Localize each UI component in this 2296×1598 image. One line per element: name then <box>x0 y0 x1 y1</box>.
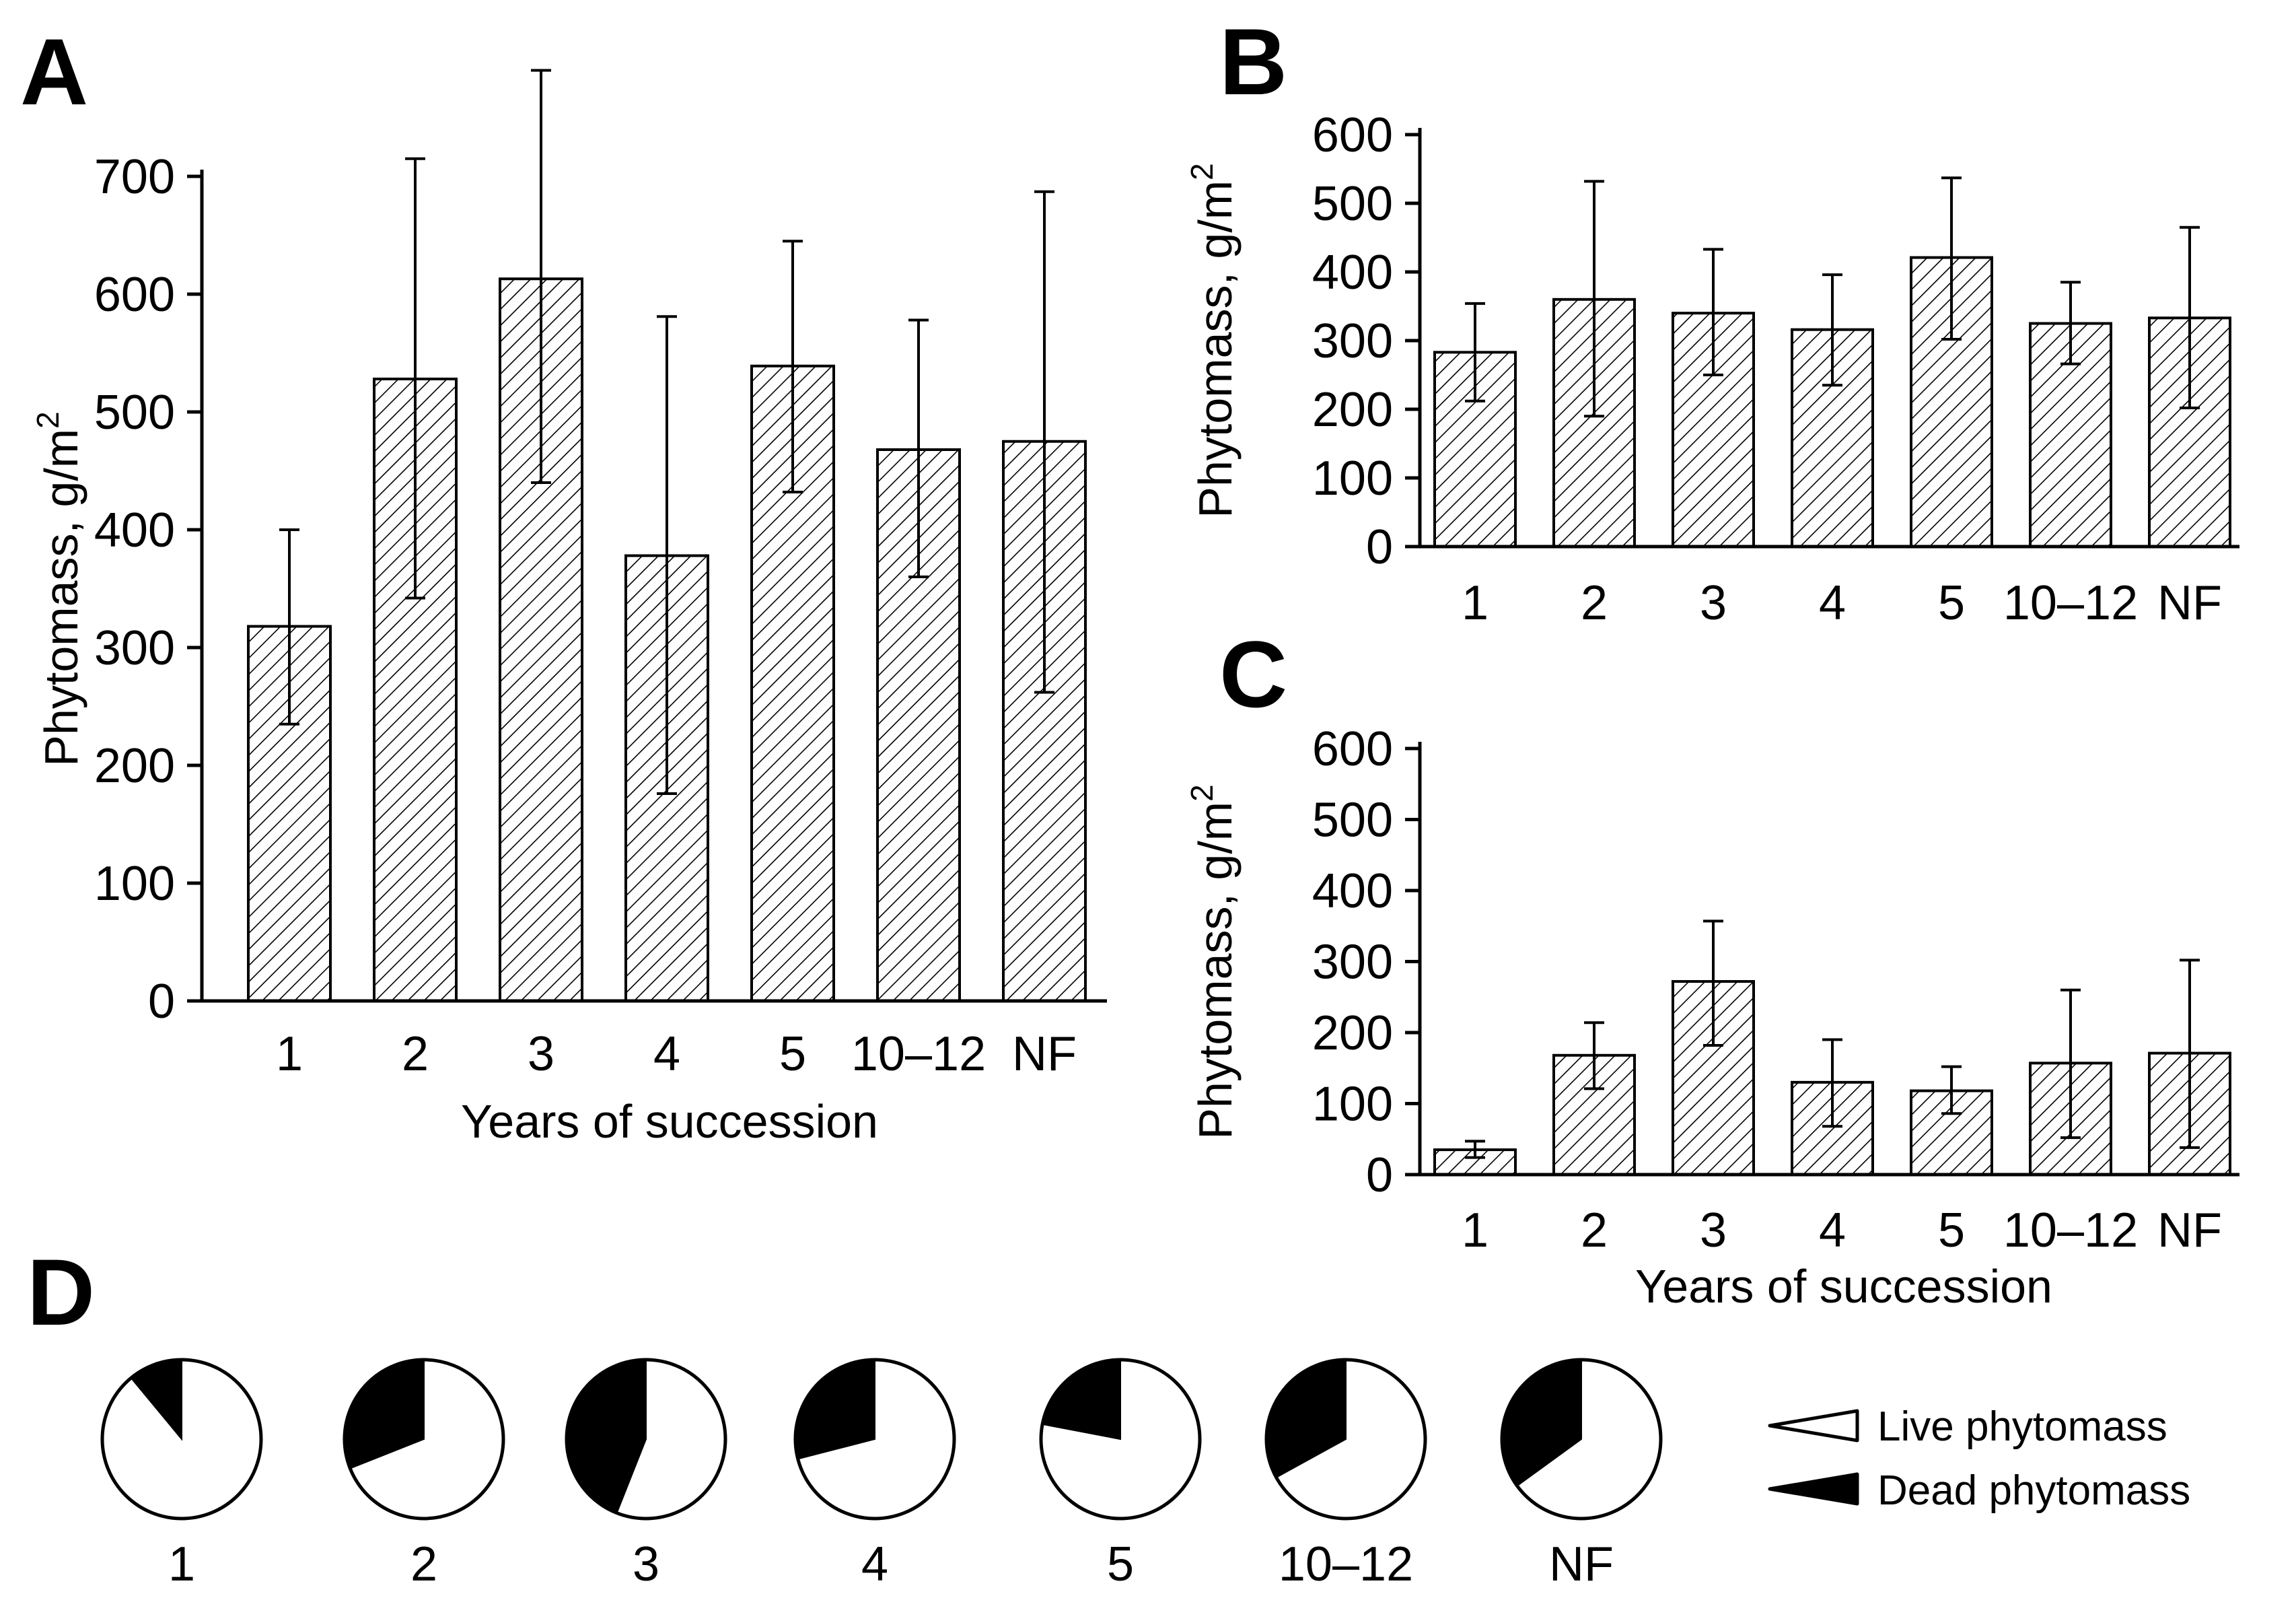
x-tick-label: NF <box>1012 1027 1077 1081</box>
panel-label-c: C <box>1219 621 1287 727</box>
x-tick-label: 2 <box>1581 1204 1608 1257</box>
y-tick-label: 100 <box>1312 452 1393 506</box>
pie-dead-1 <box>130 1358 182 1441</box>
pie-dead-4 <box>795 1358 875 1460</box>
legend-live-label: Live phytomass <box>1877 1403 2167 1450</box>
x-tick-label: 4 <box>653 1027 680 1081</box>
x-tick-label: 10–12 <box>2003 576 2138 630</box>
x-tick-label: NF <box>2157 576 2222 630</box>
y-tick-label: 500 <box>1312 177 1393 231</box>
x-tick-label: 1 <box>276 1027 303 1081</box>
x-tick-label: 4 <box>1819 576 1846 630</box>
x-tick-label: 3 <box>528 1027 554 1081</box>
y-tick-label: 500 <box>1312 794 1393 847</box>
y-tick-label: 300 <box>1312 314 1393 368</box>
y-tick-label: 200 <box>1312 383 1393 437</box>
legend-dead-label: Dead phytomass <box>1877 1467 2190 1514</box>
y-axis-title: Phytomass, g/m2 <box>30 411 87 766</box>
pie-label: 10–12 <box>1279 1537 1413 1591</box>
x-tick-label: 4 <box>1819 1204 1846 1257</box>
x-tick-label: NF <box>2157 1204 2222 1257</box>
y-tick-label: 700 <box>94 150 175 204</box>
y-tick-label: 600 <box>1312 722 1393 776</box>
pie-dead-10–12 <box>1266 1358 1347 1479</box>
y-tick-label: 200 <box>94 739 175 793</box>
x-tick-label: 2 <box>402 1027 429 1081</box>
pie-label: 2 <box>410 1537 437 1591</box>
y-tick-label: 200 <box>1312 1006 1393 1060</box>
x-tick-label: 3 <box>1700 576 1727 630</box>
y-tick-label: 0 <box>1366 520 1393 574</box>
y-axis-title: Phytomass, g/m2 <box>1184 784 1242 1139</box>
x-tick-label: 3 <box>1700 1204 1727 1257</box>
pie-label: 4 <box>861 1537 888 1591</box>
x-tick-label: 1 <box>1462 576 1488 630</box>
panel-label-b: B <box>1219 9 1287 114</box>
pie-dead-5 <box>1041 1358 1121 1440</box>
y-tick-label: 400 <box>1312 246 1393 300</box>
y-tick-label: 400 <box>1312 864 1393 918</box>
x-tick-label: 5 <box>1938 576 1965 630</box>
y-tick-label: 300 <box>94 621 175 675</box>
pie-legend: Live phytomass Dead phytomass <box>1768 1403 2190 1514</box>
y-tick-label: 100 <box>1312 1078 1393 1132</box>
y-tick-label: 0 <box>1366 1148 1393 1202</box>
y-tick-label: 500 <box>94 386 175 440</box>
legend-dead-swatch <box>1768 1472 1859 1506</box>
x-tick-label: 2 <box>1581 576 1608 630</box>
x-axis-title: Years of succession <box>1635 1260 2052 1313</box>
y-axis-title: Phytomass, g/m2 <box>1184 163 1242 518</box>
panel-label-a: A <box>20 19 88 125</box>
x-tick-label: 10–12 <box>851 1027 986 1081</box>
pie-label: 5 <box>1107 1537 1134 1591</box>
pie-label: 1 <box>168 1537 195 1591</box>
legend-live-swatch <box>1768 1409 1859 1443</box>
chart-a: 1 2 3 4 5 10–12 NF 0 100 200 300 400 500 600 700 Phytom… <box>30 69 1107 1148</box>
x-tick-label: 10–12 <box>2003 1204 2138 1257</box>
pie-dead-NF <box>1501 1358 1582 1487</box>
chart-b: 1 2 3 4 5 10–12 NF 0 100 200 300 400 500 600 Phytomass… <box>1184 108 2239 630</box>
y-tick-label: 0 <box>148 975 175 1029</box>
x-tick-label: 5 <box>1938 1204 1965 1257</box>
y-tick-label: 600 <box>1312 108 1393 162</box>
y-tick-label: 300 <box>1312 936 1393 989</box>
x-axis-title: Years of succession <box>461 1095 878 1148</box>
y-tick-label: 400 <box>94 503 175 557</box>
pie-dead-3 <box>566 1358 647 1515</box>
x-tick-label: 5 <box>779 1027 806 1081</box>
pie-row: 1 2 3 4 5 10–12 NF <box>100 1358 1663 1591</box>
chart-c: 1 2 3 4 5 10–12 NF 0 100 200 300 400 500 600 Phytomass… <box>1184 722 2239 1313</box>
panel-label-d: D <box>27 1239 95 1345</box>
pie-label: NF <box>1549 1537 1614 1591</box>
pie-dead-2 <box>344 1358 425 1469</box>
x-tick-label: 1 <box>1462 1204 1488 1257</box>
pie-label: 3 <box>633 1537 659 1591</box>
y-tick-label: 600 <box>94 268 175 322</box>
y-tick-label: 100 <box>94 857 175 911</box>
